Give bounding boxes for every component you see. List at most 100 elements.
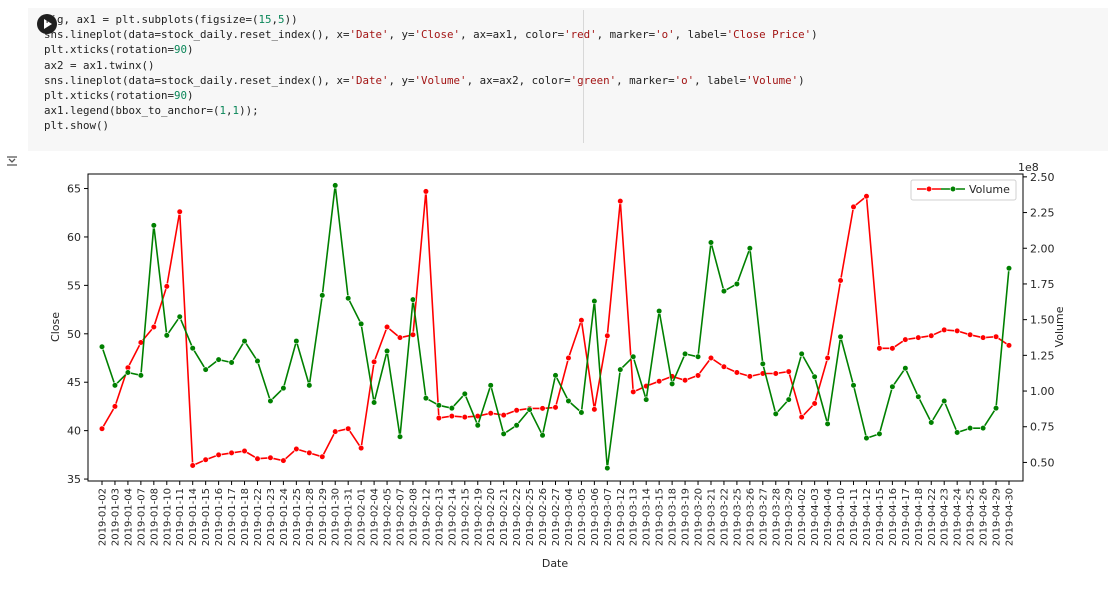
data-point	[941, 397, 948, 405]
code-token: , ax=ax1, color=	[460, 28, 565, 42]
code-cell[interactable]	[28, 8, 1108, 151]
data-point	[241, 337, 248, 345]
data-point	[163, 332, 170, 339]
data-point	[992, 405, 1000, 412]
code-token: 15	[258, 13, 272, 26]
code-editor[interactable]: fig, ax1 = plt.subplots(figsize=(15,5)) s…	[44, 12, 818, 134]
y2-tick-label: 1.25	[1030, 349, 1055, 362]
data-point	[798, 413, 805, 421]
data-point	[967, 425, 974, 432]
x-tick-label: 2019-04-30	[1005, 488, 1016, 546]
data-point	[306, 382, 313, 389]
play-icon[interactable]	[37, 14, 57, 34]
data-point	[241, 447, 248, 455]
x-tick-label: 2019-02-12	[421, 488, 432, 546]
data-point	[772, 370, 779, 377]
data-point	[863, 193, 870, 200]
code-token: sns.lineplot(data=stock_daily.reset_inde…	[44, 28, 350, 42]
data-point	[876, 430, 883, 437]
code-token: , ax=ax2, color=	[466, 73, 571, 87]
data-point	[798, 350, 805, 358]
code-token: sns.lineplot(data=stock_daily.reset_inde…	[44, 73, 350, 87]
data-point	[552, 372, 559, 379]
data-point	[889, 345, 896, 352]
data-point	[785, 368, 792, 375]
code-line: sns.lineplot(data=stock_daily.reset_inde…	[44, 73, 805, 88]
data-point	[915, 334, 922, 341]
y2-tick-label: 2.25	[1030, 207, 1055, 220]
data-point	[500, 412, 507, 419]
x-tick-label: 2019-03-15	[655, 488, 666, 546]
data-point	[319, 453, 326, 460]
data-point	[992, 333, 1000, 340]
data-point	[889, 383, 896, 390]
data-point	[954, 327, 961, 334]
x-tick-label: 2019-04-15	[875, 488, 886, 546]
data-point	[215, 356, 222, 363]
code-token: )	[811, 28, 818, 42]
x-tick-label: 2019-03-06	[590, 488, 601, 546]
data-point	[474, 422, 481, 429]
x-tick-label: 2019-03-26	[745, 488, 756, 546]
x-tick-label: 2019-04-17	[901, 488, 912, 546]
x-tick-label: 2019-04-25	[966, 488, 977, 546]
data-point	[850, 203, 857, 211]
code-token: 1	[232, 104, 240, 118]
data-point	[941, 326, 948, 334]
data-point	[422, 395, 430, 402]
data-point	[720, 363, 728, 370]
x-tick-label: 2019-04-18	[914, 488, 925, 546]
data-point	[630, 388, 637, 396]
y-tick-label: 50	[67, 328, 81, 341]
data-point	[694, 353, 702, 360]
data-point	[111, 403, 119, 410]
x-tick-label: 2019-02-07	[396, 488, 407, 546]
data-point	[785, 396, 792, 403]
code-token: , label=	[674, 28, 727, 42]
x-tick-label: 2019-01-30	[331, 488, 342, 546]
x-tick-label: 2019-04-11	[849, 488, 860, 546]
data-point	[902, 365, 909, 372]
code-token: )	[187, 89, 194, 103]
code-token: 90	[174, 43, 188, 57]
data-point	[150, 222, 157, 229]
data-point	[254, 357, 261, 365]
data-point	[513, 407, 520, 414]
code-token: 'o'	[674, 73, 695, 87]
code-line: fig, ax1 = plt.subplots(figsize=(15,5))	[44, 12, 584, 27]
code-token: , y=	[388, 73, 415, 87]
data-point	[383, 323, 391, 331]
data-point	[202, 456, 209, 463]
x-tick-label: 2019-04-04	[823, 488, 834, 546]
x-tick-label: 2019-03-04	[564, 488, 575, 546]
data-point	[448, 413, 455, 420]
y2-tick-label: 0.75	[1030, 421, 1055, 434]
data-point	[409, 296, 417, 303]
chart: 35 40 45 50 55 60 65 0.50 0.75 1.00 1.25 1.50 1.75 2…	[49, 161, 1066, 570]
data-point	[358, 320, 365, 328]
x-tick-label: 2019-03-21	[706, 488, 717, 546]
y-tick-label: 35	[67, 473, 81, 486]
code-token: ax1.legend(bbox_to_anchor=(	[44, 104, 220, 118]
x-tick-label: 2019-03-27	[758, 488, 769, 546]
code-line: plt.xticks(rotation=90)	[44, 42, 584, 57]
x-tick-label: 2019-03-28	[771, 488, 782, 546]
data-point	[228, 359, 235, 366]
data-point	[267, 397, 274, 405]
data-point	[371, 358, 378, 365]
x-tick-label: 2019-04-10	[836, 488, 847, 546]
data-point	[837, 333, 844, 340]
plot-area	[87, 173, 1024, 482]
x-tick-label: 2019-01-16	[214, 488, 225, 546]
code-token: ax2 = ax1.twinx()	[44, 58, 155, 72]
x-tick-label: 2019-03-05	[577, 488, 588, 546]
output-toggle-icon[interactable]	[5, 154, 19, 168]
x-tick-label: 2019-02-05	[383, 488, 394, 546]
data-point	[358, 444, 365, 452]
x-tick-label: 2019-01-11	[175, 488, 186, 546]
x-tick-label: 2019-04-24	[953, 488, 964, 546]
x-tick-label: 2019-02-26	[538, 488, 549, 546]
x-tick-label: 2019-01-28	[305, 488, 316, 546]
data-point	[280, 385, 287, 392]
data-point	[396, 334, 404, 341]
